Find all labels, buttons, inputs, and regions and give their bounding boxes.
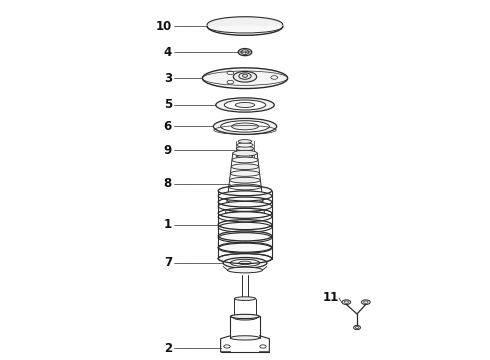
Ellipse shape (223, 257, 267, 268)
Ellipse shape (218, 253, 272, 264)
Ellipse shape (213, 118, 277, 134)
Ellipse shape (225, 211, 265, 217)
Ellipse shape (230, 171, 260, 176)
Ellipse shape (230, 177, 260, 183)
Ellipse shape (216, 98, 274, 112)
Text: 6: 6 (164, 120, 172, 133)
Ellipse shape (362, 300, 370, 305)
Ellipse shape (234, 297, 256, 300)
Ellipse shape (231, 164, 259, 170)
Ellipse shape (232, 157, 258, 163)
Ellipse shape (243, 74, 247, 77)
Ellipse shape (236, 150, 254, 154)
Text: 1: 1 (164, 218, 172, 231)
Ellipse shape (354, 325, 361, 330)
Ellipse shape (227, 267, 263, 273)
Ellipse shape (218, 233, 272, 243)
Ellipse shape (218, 201, 272, 211)
Ellipse shape (232, 123, 258, 130)
Text: 3: 3 (164, 72, 172, 85)
Ellipse shape (233, 150, 257, 156)
Ellipse shape (226, 204, 264, 210)
Ellipse shape (202, 68, 288, 89)
Ellipse shape (236, 147, 254, 151)
Ellipse shape (230, 314, 260, 319)
Ellipse shape (238, 157, 252, 161)
Text: 8: 8 (164, 177, 172, 190)
Ellipse shape (229, 184, 261, 190)
Ellipse shape (218, 243, 272, 253)
Ellipse shape (228, 191, 262, 197)
Ellipse shape (342, 300, 351, 305)
Text: 5: 5 (164, 99, 172, 112)
Text: 11: 11 (322, 291, 339, 305)
Ellipse shape (230, 259, 260, 266)
Ellipse shape (218, 222, 272, 232)
Text: 2: 2 (164, 342, 172, 355)
Ellipse shape (218, 191, 272, 201)
Text: 10: 10 (156, 20, 172, 33)
Ellipse shape (235, 103, 255, 108)
Ellipse shape (224, 100, 266, 110)
Ellipse shape (234, 316, 256, 320)
Ellipse shape (233, 71, 257, 82)
Ellipse shape (218, 212, 272, 222)
Ellipse shape (237, 143, 253, 147)
Ellipse shape (237, 154, 253, 158)
Ellipse shape (238, 49, 252, 56)
Ellipse shape (227, 198, 263, 203)
Ellipse shape (239, 261, 251, 265)
Ellipse shape (207, 18, 283, 35)
Ellipse shape (230, 336, 260, 340)
Text: 7: 7 (164, 256, 172, 269)
Ellipse shape (220, 121, 270, 132)
Text: 9: 9 (164, 144, 172, 157)
Text: 4: 4 (164, 46, 172, 59)
Ellipse shape (238, 140, 252, 143)
